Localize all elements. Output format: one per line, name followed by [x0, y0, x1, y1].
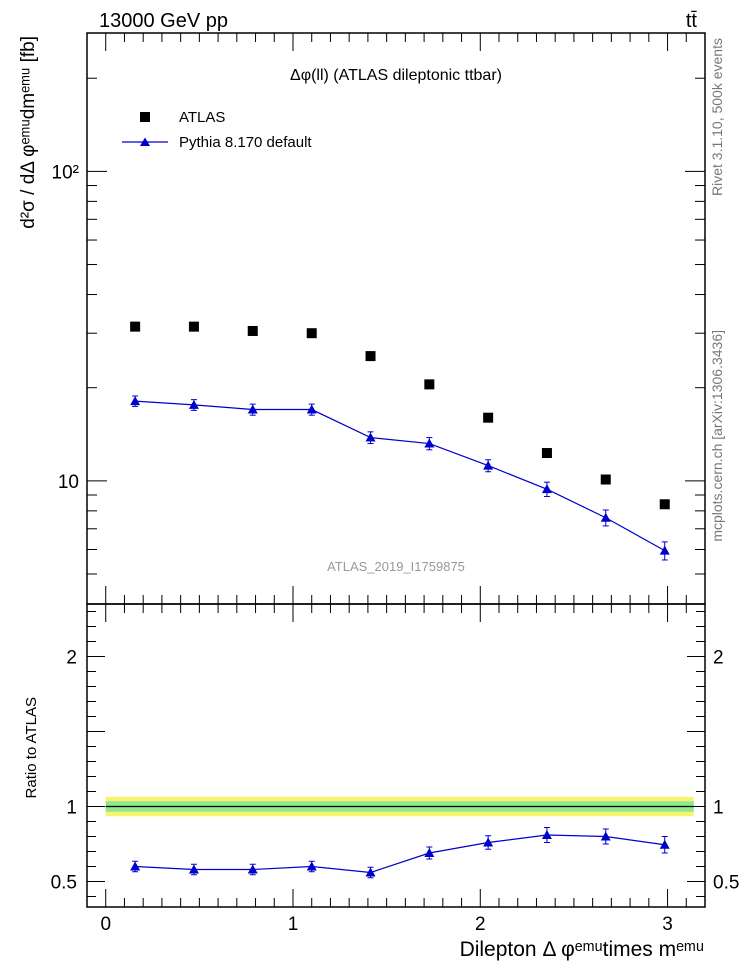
atlas-point	[365, 351, 376, 362]
x-tick-label: 1	[288, 914, 299, 935]
main-panel: 10 10² Δφ(ll) (ATLAS dileptonic ttbar) AT…	[18, 32, 706, 605]
main-y-tick-label: 10	[58, 472, 79, 493]
ratio-y-tick-label-right: 0.5	[713, 873, 739, 894]
ratio-point	[541, 830, 552, 839]
ratio-line	[135, 834, 665, 874]
atlas-point	[541, 448, 552, 459]
pythia-line	[135, 400, 666, 552]
atlas-point	[659, 499, 670, 510]
pythia-point	[247, 404, 258, 414]
pythia-point	[541, 484, 552, 494]
ratio-point	[247, 864, 258, 874]
main-title: Δφ(ll) (ATLAS dileptonic ttbar)	[290, 67, 502, 84]
x-tick-label: 2	[475, 914, 486, 935]
rivet-label: Rivet 3.1.10, 500k events	[709, 38, 725, 196]
atlas-point	[424, 379, 435, 390]
legend: ATLAS Pythia 8.170 default	[122, 109, 312, 151]
ratio-point	[600, 831, 611, 841]
pythia-point	[424, 438, 435, 448]
pythia-point	[306, 404, 317, 414]
watermark: ATLAS_2019_I1759875	[327, 559, 465, 574]
ratio-y-tick-label-right: 2	[713, 648, 724, 669]
ratio-panel: 0.5 0.5 1 1 2 2 0 1 2 3 Ratio to ATLAS Dilepton …	[23, 603, 739, 961]
legend-pythia-label: Pythia 8.170 default	[179, 134, 312, 151]
ratio-point	[424, 848, 435, 857]
x-tick-label: 3	[662, 914, 673, 935]
atlas-point	[188, 321, 199, 332]
ratio-point	[188, 864, 199, 874]
ratio-point	[130, 861, 141, 871]
process-label: tt̄	[686, 10, 698, 32]
ratio-y-ticks: 0.5 0.5 1 1 2 2	[51, 611, 739, 897]
ratio-point	[483, 837, 494, 847]
pythia-point	[365, 432, 376, 442]
ratio-point	[659, 839, 670, 849]
atlas-point	[483, 412, 494, 423]
legend-atlas-label: ATLAS	[179, 109, 225, 126]
ratio-x-ticks: 0 1 2 3	[100, 604, 706, 935]
legend-atlas-marker	[140, 112, 150, 122]
x-tick-label: 0	[100, 914, 111, 935]
main-y-axis-label: d²σ / dΔ φᵉᵐᵘdmᵉᵐᵘ [fb]	[18, 36, 39, 229]
pythia-point	[483, 460, 494, 470]
mcplots-label: mcplots.cern.ch [arXiv:1306.3436]	[709, 330, 725, 542]
ratio-y-tick-label-left: 1	[66, 798, 77, 819]
pythia-point	[188, 399, 199, 409]
main-x-ticks	[105, 33, 706, 604]
ratio-y-tick-label-left: 2	[66, 648, 77, 669]
ratio-point	[306, 861, 317, 871]
legend-pythia-marker	[140, 137, 150, 146]
x-axis-label: Dilepton Δ φᵉᵐᵘtimes mᵉᵐᵘ	[460, 938, 704, 961]
main-data	[130, 321, 670, 561]
atlas-point	[600, 474, 611, 485]
pythia-point	[130, 396, 141, 406]
ratio-y-tick-label-left: 0.5	[51, 873, 77, 894]
pythia-point	[659, 545, 670, 555]
atlas-point	[130, 321, 141, 332]
ratio-point	[365, 867, 376, 877]
main-y-tick-label: 10²	[52, 162, 79, 183]
atlas-point	[247, 325, 258, 336]
main-y-ticks: 10 10²	[52, 77, 705, 605]
ratio-y-tick-label-right: 1	[713, 798, 724, 819]
ratio-band	[105, 796, 694, 817]
ratio-frame	[86, 603, 706, 908]
energy-label: 13000 GeV pp	[99, 10, 228, 32]
atlas-point	[306, 328, 317, 339]
ratio-y-axis-label: Ratio to ATLAS	[23, 697, 40, 798]
pythia-point	[600, 512, 611, 522]
ratio-data	[130, 827, 670, 879]
